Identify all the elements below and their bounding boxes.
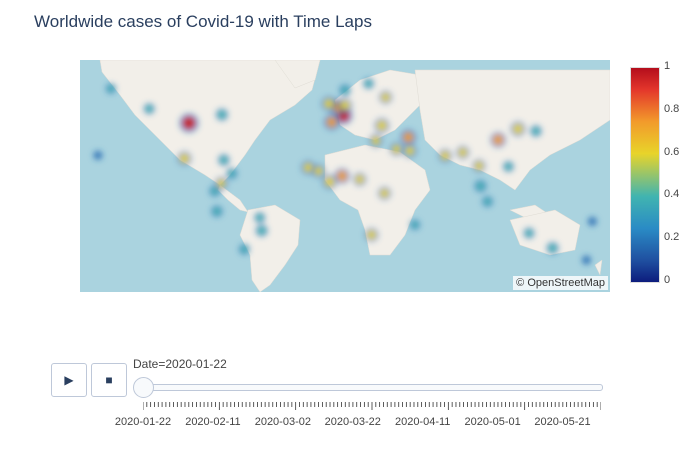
slider-tick-label[interactable]: 2020-05-21: [534, 416, 591, 428]
heat-point: [220, 156, 228, 164]
heat-point: [213, 207, 221, 215]
heat-point: [377, 121, 387, 130]
heat-point: [532, 127, 540, 135]
heat-point: [217, 179, 226, 188]
colorbar-tick-label: 0.2: [664, 231, 680, 244]
heat-point: [475, 162, 483, 170]
slider-tick-label[interactable]: 2020-02-11: [185, 416, 241, 428]
africa-land: [324, 144, 431, 256]
new-zealand-land: [594, 259, 603, 276]
heat-point: [355, 175, 364, 184]
heat-point: [405, 146, 414, 155]
stop-button[interactable]: ■: [91, 363, 127, 397]
heat-point: [325, 177, 334, 187]
colorbar-tick-label: 0.4: [664, 188, 680, 201]
north-america-land: [99, 60, 321, 186]
heat-point: [180, 154, 189, 163]
colorbar-tick-label: 0.8: [664, 102, 680, 115]
heat-point: [513, 124, 523, 134]
heat-point: [380, 189, 389, 198]
greenland-land: [274, 60, 321, 89]
heat-point: [228, 170, 235, 177]
heat-point: [337, 171, 347, 181]
heat-point: [182, 117, 195, 130]
heat-point: [441, 151, 450, 160]
slider-handle[interactable]: [133, 377, 154, 398]
heat-point: [340, 101, 350, 110]
play-button[interactable]: ▶: [51, 363, 87, 397]
slider-tick-label[interactable]: 2020-03-22: [324, 416, 381, 428]
slider-tick-label[interactable]: 2020-03-02: [254, 416, 311, 428]
colorbar-tick-label: 0: [664, 274, 671, 286]
heat-point: [326, 117, 337, 128]
heat-point: [371, 136, 380, 145]
heat-point: [525, 229, 533, 237]
heat-point: [258, 227, 266, 235]
heat-layer: [92, 77, 598, 266]
chart-title: Worldwide cases of Covid-19 with Time La…: [34, 12, 372, 31]
colorbar-tick-label: 0.6: [664, 145, 680, 158]
map-attribution[interactable]: © OpenStreetMap: [513, 276, 608, 290]
colorbar: [630, 67, 660, 283]
slider-tick-label[interactable]: 2020-05-01: [464, 416, 521, 428]
heat-point: [476, 182, 485, 190]
heat-point: [484, 198, 491, 205]
stop-icon: ■: [105, 373, 113, 387]
heat-point: [458, 148, 467, 157]
colorbar-tick-label: 1: [664, 60, 671, 72]
heat-point: [303, 163, 313, 172]
heat-point: [493, 135, 503, 145]
heat-point: [211, 187, 218, 195]
heat-point: [589, 218, 596, 225]
heat-point: [218, 111, 226, 119]
slider-prefix: Date=: [133, 357, 166, 371]
heat-point: [367, 230, 376, 239]
heat-point: [381, 93, 390, 102]
heat-point: [256, 214, 263, 221]
heat-point: [241, 246, 248, 253]
heat-point: [95, 152, 101, 159]
slider-current-label: Date=2020-01-22: [133, 357, 227, 371]
slider-current-value: 2020-01-22: [165, 357, 227, 371]
heat-point: [145, 105, 153, 112]
map[interactable]: © OpenStreetMap: [80, 60, 610, 292]
map-canvas[interactable]: [80, 60, 610, 292]
slider-rail[interactable]: [143, 384, 603, 391]
heat-point: [583, 257, 590, 263]
slider-tick-label[interactable]: 2020-01-22: [114, 416, 172, 428]
play-icon: ▶: [64, 373, 74, 387]
heat-point: [107, 85, 114, 92]
animation-controls: ▶ ■: [51, 363, 127, 397]
heat-point: [403, 132, 414, 143]
australia-land: [509, 209, 581, 256]
heat-point: [548, 244, 557, 252]
slider-tick-marks: [143, 402, 601, 410]
heat-point: [365, 80, 372, 87]
heat-point: [341, 86, 349, 94]
heat-point: [505, 163, 512, 170]
europe-land: [334, 69, 426, 141]
heat-point: [411, 221, 418, 228]
heat-point: [324, 99, 334, 109]
heat-point: [392, 145, 401, 154]
slider-tick-label[interactable]: 2020-04-11: [394, 416, 451, 428]
heat-point: [314, 166, 323, 175]
